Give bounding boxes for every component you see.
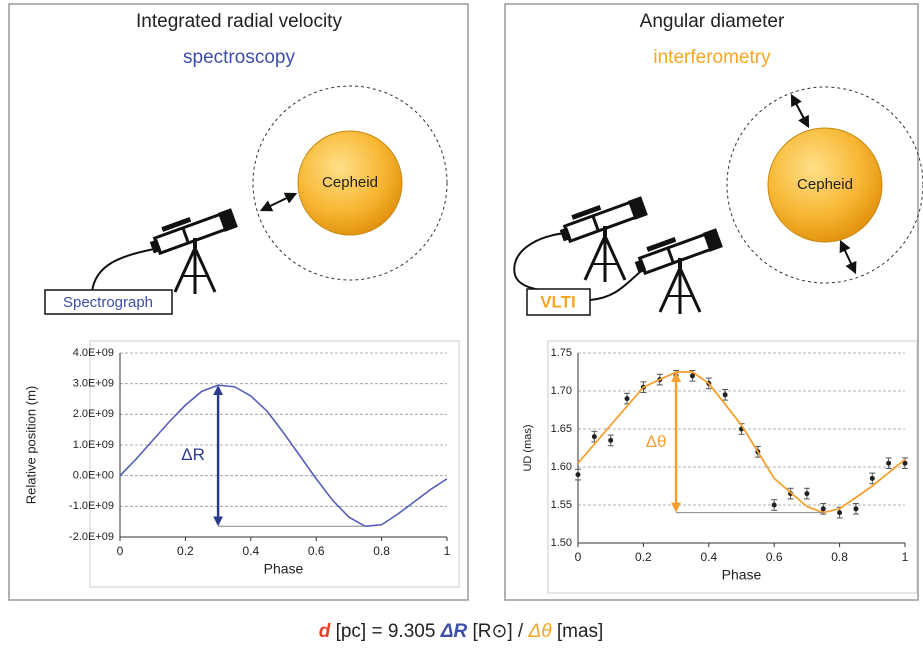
annotation: ΔR	[181, 445, 205, 464]
data-point	[771, 502, 777, 508]
formula-part: [R⊙] /	[467, 621, 528, 642]
x-tick-label: 0	[117, 544, 124, 558]
instrument-label: Spectrograph	[63, 294, 153, 311]
cepheid-star	[767, 127, 883, 243]
data-point	[869, 475, 875, 481]
star-label: Cepheid	[322, 174, 378, 191]
cepheid-star	[297, 130, 403, 236]
y-tick-label: 2.0E+09	[73, 408, 114, 420]
star-label: Cepheid	[797, 176, 853, 193]
data-point	[624, 396, 630, 402]
data-point	[722, 392, 728, 398]
y-tick-label: 3.0E+09	[73, 378, 114, 390]
data-point	[837, 510, 843, 516]
y-tick-label: -1.0E+09	[69, 500, 114, 512]
telescope	[554, 188, 650, 284]
y-tick-label: 1.50	[551, 537, 572, 549]
data-point	[804, 491, 810, 497]
pulsation-arrow	[259, 192, 298, 212]
panel-title: Integrated radial velocity	[136, 11, 342, 32]
x-tick-label: 0	[575, 550, 582, 564]
data-line	[577, 371, 906, 514]
x-tick-label: 1	[444, 544, 451, 558]
cable	[513, 231, 576, 291]
plot-background	[89, 340, 460, 588]
annotation: Δθ	[646, 432, 667, 451]
x-tick-label: 0.8	[373, 544, 390, 558]
diameter-arrow	[790, 93, 810, 129]
orbit-circle	[252, 85, 448, 281]
formula: d [pc] = 9.305 ΔR [R⊙] / Δθ [mas]	[319, 621, 604, 642]
orbit-circle	[726, 86, 923, 284]
right-panel	[504, 3, 919, 601]
y-tick-label: 1.0E+09	[73, 439, 114, 451]
panel-subtitle: spectroscopy	[183, 47, 295, 68]
telescope	[144, 200, 240, 296]
y-tick-label: 1.70	[551, 385, 572, 397]
formula-part: d	[319, 621, 331, 642]
data-point	[591, 434, 597, 440]
x-tick-label: 0.6	[766, 550, 783, 564]
diameter-arrow	[839, 239, 857, 275]
x-tick-label: 0.4	[242, 544, 259, 558]
instrument-label: VLTI	[540, 292, 576, 311]
formula-part: Δθ	[528, 621, 553, 642]
x-tick-label: 0.6	[308, 544, 325, 558]
instrument-box	[526, 288, 591, 316]
instrument-box	[44, 289, 173, 315]
y-tick-label: 4.0E+09	[73, 347, 114, 359]
cable	[91, 247, 161, 293]
formula-part: [pc] = 9.305	[330, 621, 440, 642]
data-point	[820, 506, 826, 512]
y-tick-label: 1.65	[551, 423, 572, 435]
panel-subtitle: interferometry	[653, 47, 771, 68]
y-tick-label: 1.55	[551, 499, 572, 511]
data-point	[575, 472, 581, 478]
y-tick-label: -2.0E+09	[69, 531, 114, 543]
x-tick-label: 0.2	[635, 550, 652, 564]
data-point	[902, 460, 908, 466]
data-point	[608, 437, 614, 443]
left-panel	[8, 3, 469, 601]
y-axis-label: UD (mas)	[522, 424, 534, 471]
x-axis-label: Phase	[264, 561, 304, 577]
y-tick-label: 1.60	[551, 461, 572, 473]
y-tick-label: 1.75	[551, 347, 572, 359]
data-point	[853, 506, 859, 512]
x-tick-label: 0.2	[177, 544, 194, 558]
panel-title: Angular diameter	[640, 11, 785, 32]
data-line	[119, 384, 448, 528]
x-tick-label: 0.8	[831, 550, 848, 564]
x-axis-label: Phase	[722, 567, 762, 583]
y-axis-label: Relative position (m)	[23, 386, 38, 505]
telescope	[629, 220, 725, 316]
x-tick-label: 1	[902, 550, 909, 564]
data-point	[886, 460, 892, 466]
formula-part: ΔR	[440, 621, 468, 642]
data-point	[689, 373, 695, 379]
x-tick-label: 0.4	[700, 550, 717, 564]
y-tick-label: 0.0E+00	[73, 470, 114, 482]
cable	[589, 271, 641, 301]
formula-part: [mas]	[552, 621, 604, 642]
